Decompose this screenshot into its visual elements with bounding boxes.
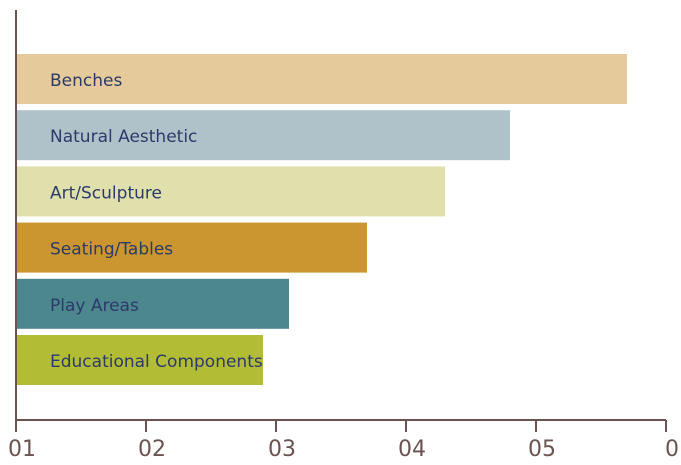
x-tick-label: 01	[8, 437, 36, 462]
bar-label: Benches	[50, 71, 122, 91]
bar-label: Play Areas	[50, 296, 139, 316]
bar	[16, 110, 510, 161]
x-tick-label: 04	[398, 437, 426, 462]
bar	[16, 222, 367, 273]
bar-label: Seating/Tables	[50, 240, 173, 260]
x-tick-label: 0	[665, 437, 679, 462]
x-tick-label: 03	[268, 437, 296, 462]
bar	[16, 54, 627, 104]
bar-label: Educational Components	[50, 352, 263, 372]
bar-label: Natural Aesthetic	[50, 127, 197, 147]
x-tick-label: 05	[528, 437, 556, 462]
bar-label: Art/Sculpture	[50, 183, 162, 203]
bar	[16, 335, 263, 385]
x-tick-label: 02	[138, 437, 166, 462]
bar	[16, 166, 445, 217]
bar	[16, 278, 289, 329]
